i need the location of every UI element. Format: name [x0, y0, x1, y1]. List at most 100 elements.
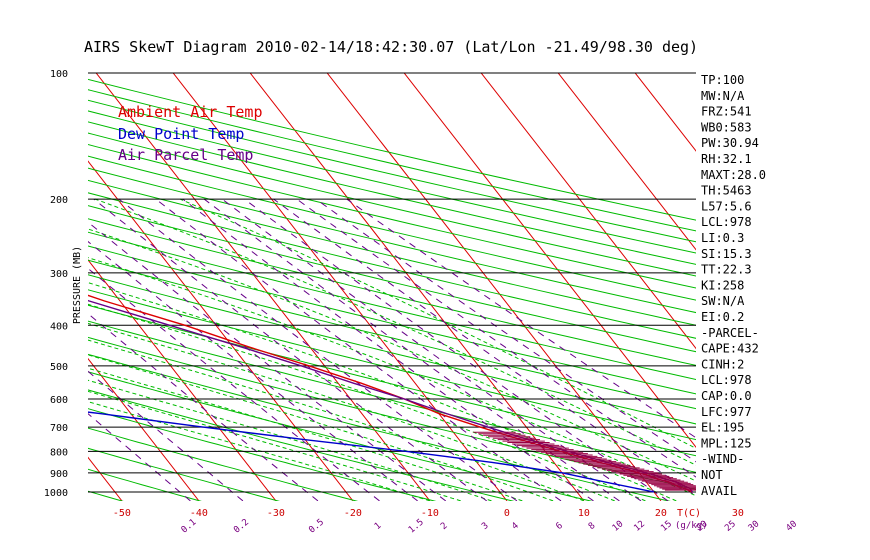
mixing-ratio-line: [88, 312, 319, 501]
dry-adiabat-line: [88, 192, 696, 339]
legend-air-parcel-temp: Air Parcel Temp: [118, 146, 253, 164]
isotherm-line: [172, 73, 508, 501]
mixing-ratio-tick-label: 1.5: [407, 517, 426, 535]
chart-title: AIRS SkewT Diagram 2010-02-14/18:42:30.0…: [84, 38, 698, 56]
index-entry: TP:100: [701, 73, 744, 87]
mixing-ratio-tick-label: 0.2: [232, 517, 251, 535]
bottom-temperature-tick-label: -30: [267, 508, 285, 519]
index-entry: TH:5463: [701, 184, 752, 198]
index-entry: AVAIL: [701, 484, 737, 498]
moist-adiabat-line: [94, 198, 696, 466]
mixing-ratio-line: [88, 240, 418, 501]
index-entry: RH:32.1: [701, 152, 752, 166]
bottom-temperature-axis: -50 -40 -30 -20 -10 0 10 20 30: [113, 508, 744, 519]
isotherm-line: [249, 73, 585, 501]
mixing-ratio-tick-label: 4: [510, 521, 521, 532]
mixing-ratio-line: [273, 198, 696, 497]
moist-adiabat-line: [88, 228, 696, 482]
isotherm-line: [403, 73, 696, 448]
bottom-temperature-tick-label: 20: [655, 508, 667, 519]
moist-adiabat-line: [88, 339, 585, 501]
bottom-temperature-tick-label: -40: [190, 508, 208, 519]
moist-adiabat-line: [88, 401, 431, 501]
dry-adiabat-line: [88, 245, 696, 395]
index-entry: SW:N/A: [701, 294, 745, 308]
pressure-tick-label: 900: [50, 469, 68, 480]
mixing-ratio-tick-label: 1: [373, 521, 384, 532]
index-entry: NOT: [701, 468, 723, 482]
dry-adiabat-line: [88, 121, 696, 265]
moist-adiabat-line: [88, 303, 646, 501]
index-entry: MAXT:28.0: [701, 168, 766, 182]
dry-adiabat-line: [88, 110, 696, 254]
isotherm-line: [88, 259, 277, 501]
isobar-lines: [88, 72, 696, 493]
dry-adiabat-line: [88, 132, 696, 277]
mixing-ratio-line: [93, 198, 487, 501]
isotherm-line: [557, 73, 696, 251]
isotherm-line: [326, 73, 662, 501]
index-entry: L57:5.6: [701, 199, 752, 213]
x-axis-label: T(C): [677, 508, 701, 519]
mixing-ratio-line: [155, 198, 562, 501]
mixing-ratio-line: [244, 198, 669, 501]
dry-adiabat-line: [88, 259, 696, 410]
dry-adiabat-line: [88, 99, 696, 243]
mixing-ratio-tick-label: 40: [784, 519, 799, 534]
index-entry: -WIND-: [701, 452, 744, 466]
index-entry: WB0:583: [701, 120, 752, 134]
index-entry: CAP:0.0: [701, 389, 752, 403]
mixing-ratio-line: [346, 198, 696, 439]
legend-ambient-air-temp: Ambient Air Temp: [118, 103, 263, 121]
bottom-temperature-tick-label: -10: [421, 508, 439, 519]
mixing-ratio-tick-label: 30: [747, 519, 762, 534]
moist-adiabat-line: [88, 322, 615, 501]
mixing-ratio-line: [118, 198, 518, 501]
mixing-ratio-line: [315, 198, 696, 463]
pressure-tick-label: 800: [50, 447, 68, 458]
mixing-ratio-line: [221, 198, 642, 501]
mixing-ratio-unit-label: (g/kg): [675, 521, 708, 531]
dry-adiabat-line: [88, 274, 696, 425]
isotherm-line: [480, 73, 696, 350]
index-entry: -PARCEL-: [701, 326, 759, 340]
pressure-tick-label: 300: [50, 269, 68, 280]
dry-adiabat-line: [88, 167, 696, 314]
mixing-ratio-tick-label: 0.5: [307, 517, 326, 535]
moist-adiabat-line: [88, 354, 554, 501]
dry-adiabat-line: [88, 320, 696, 473]
mixing-ratio-line: [88, 370, 244, 501]
index-entry: EI:0.2: [701, 310, 744, 324]
index-entry: CINH:2: [701, 357, 744, 371]
mixing-ratio-tick-label: 8: [587, 521, 598, 532]
mixing-ratio-tick-label: 2: [439, 521, 450, 532]
index-entry: FRZ:541: [701, 105, 752, 119]
dry-adiabat-line: [88, 468, 202, 501]
series-line-dew-point-temp: [88, 411, 655, 493]
index-entry: LCL:978: [701, 373, 752, 387]
index-entry: KI:258: [701, 278, 744, 292]
dry-adiabat-line: [88, 304, 696, 457]
index-entry: MPL:125: [701, 436, 752, 450]
moist-adiabat-line: [88, 257, 696, 497]
mixing-ratio-tick-label: 6: [554, 521, 565, 532]
pressure-tick-label: 100: [50, 69, 68, 80]
mixing-ratio-line: [182, 198, 594, 501]
pressure-tick-label: 500: [50, 362, 68, 373]
dry-adiabat-line: [88, 205, 696, 353]
pressure-tick-label: 200: [50, 195, 68, 206]
dry-adiabat-line: [88, 179, 696, 326]
pressure-tick-label: 400: [50, 321, 68, 332]
dry-adiabat-line: [88, 144, 696, 289]
index-entry: SI:15.3: [701, 247, 752, 261]
index-entry: TT:22.3: [701, 263, 752, 277]
pressure-axis: 100 200 300 400 500 600 700 800 900 1000: [44, 69, 68, 499]
y-axis-label: PRESSURE (MB): [72, 246, 83, 324]
index-entry: LCL:978: [701, 215, 752, 229]
moist-adiabat-line: [88, 282, 677, 501]
isotherm-line: [0, 54, 45, 501]
bottom-temperature-tick-label: -20: [344, 508, 362, 519]
series-line-air-parcel-temp: [88, 299, 694, 493]
legend: Ambient Air Temp Dew Point Temp Air Parc…: [118, 103, 263, 164]
